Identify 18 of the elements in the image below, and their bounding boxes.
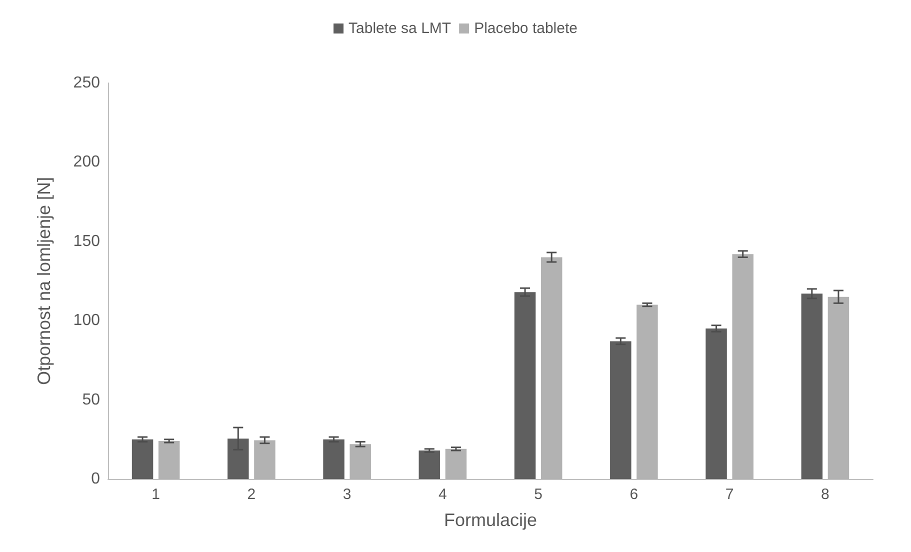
x-tick-label: 5: [534, 486, 542, 503]
x-tick-label: 1: [152, 486, 160, 503]
y-tick-label: 0: [91, 470, 100, 488]
x-tick-label: 3: [342, 486, 352, 503]
y-tick-label: 150: [73, 232, 100, 250]
legend-label: Tablete sa LMT: [348, 20, 452, 37]
x-tick-label: 4: [438, 486, 447, 503]
legend-label: Placebo tablete: [474, 20, 578, 37]
x-tick-label: 2: [247, 486, 256, 503]
x-tick-label: 8: [821, 486, 830, 503]
y-tick-label: 100: [73, 312, 100, 330]
y-tick-label: 250: [73, 74, 100, 92]
y-tick-label: 200: [73, 154, 100, 171]
y-axis-title: Otpornost na lomljenje [N]: [34, 176, 54, 386]
x-axis-title: Formulacije: [444, 510, 538, 530]
x-tick-label: 6: [630, 486, 638, 503]
x-tick-label: 7: [725, 486, 734, 503]
y-tick-label: 50: [82, 391, 100, 408]
